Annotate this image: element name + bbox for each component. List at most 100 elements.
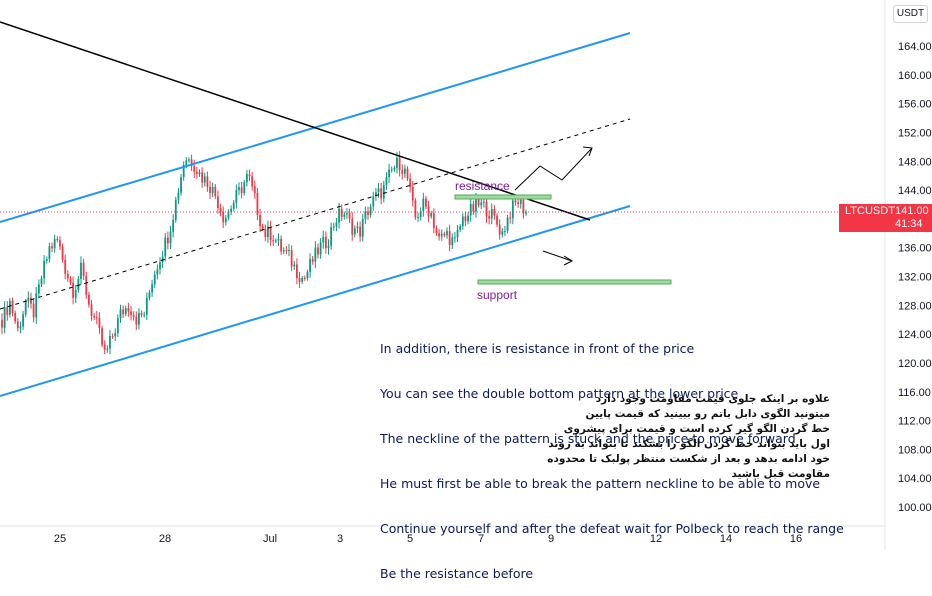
- last-price-value: 141.00: [895, 205, 929, 217]
- candle-body: [353, 228, 356, 235]
- candle-body: [101, 328, 103, 345]
- candle-body: [480, 202, 483, 206]
- candle-body: [319, 242, 322, 255]
- candle-body: [335, 222, 338, 227]
- candle-body: [138, 313, 140, 325]
- descending-trendline[interactable]: [0, 21, 591, 221]
- candle-body: [51, 246, 53, 249]
- price-tick-label: 120.00: [898, 358, 932, 370]
- candle-body: [482, 201, 485, 203]
- resistance-label: resistance: [455, 179, 510, 193]
- candle-body: [459, 226, 462, 230]
- price-tick-label: 108.00: [898, 444, 932, 456]
- candle-body: [475, 199, 477, 212]
- candle-body: [261, 225, 264, 229]
- channel-mid-line[interactable]: [0, 118, 631, 310]
- candle-body: [488, 216, 491, 219]
- candle-body: [409, 178, 412, 188]
- candle-body: [274, 240, 277, 242]
- candle-body: [496, 215, 498, 225]
- candle-body: [324, 236, 327, 249]
- candle-countdown: 41:34: [895, 218, 923, 230]
- candle-body: [203, 176, 206, 183]
- candle-body: [90, 304, 93, 317]
- candle-body: [251, 176, 254, 187]
- candle-body: [16, 321, 19, 329]
- candle-body: [185, 160, 188, 165]
- price-tick-label: 156.00: [898, 99, 932, 111]
- candle-body: [217, 196, 219, 209]
- candle-body: [464, 216, 467, 222]
- candle-body: [156, 269, 159, 275]
- candle-body: [222, 212, 225, 223]
- candle-body: [296, 264, 298, 279]
- candle-body: [467, 215, 469, 222]
- candle-body: [119, 309, 122, 319]
- candle-body: [106, 348, 109, 350]
- candle-body: [198, 172, 201, 174]
- candle-body: [311, 259, 314, 262]
- candle-body: [385, 177, 388, 185]
- candle-body: [338, 208, 340, 223]
- resistance-zone[interactable]: [454, 194, 552, 200]
- candle-body: [438, 233, 441, 237]
- candle-body: [164, 237, 167, 257]
- bearish-projection-arrow[interactable]: [542, 250, 573, 262]
- candle-body: [348, 213, 351, 219]
- note-en-line: Be the resistance before: [380, 566, 534, 581]
- candle-body: [201, 172, 204, 183]
- candle-body: [277, 238, 280, 241]
- candle-body: [1, 319, 3, 328]
- time-tick-label: 16: [790, 533, 802, 545]
- candle-body: [330, 226, 333, 246]
- candle-body: [206, 176, 209, 187]
- candle-body: [169, 231, 172, 244]
- candle-body: [59, 239, 61, 247]
- candle-body: [456, 229, 459, 238]
- time-tick-label: 7: [478, 533, 484, 545]
- candle-body: [211, 186, 214, 193]
- candle-body: [327, 245, 330, 249]
- time-tick-label: 14: [720, 533, 732, 545]
- candle-body: [259, 214, 261, 226]
- price-chart[interactable]: 164.00160.00156.00152.00148.00144.00140.…: [0, 0, 932, 550]
- candle-body: [414, 200, 417, 218]
- candle-body: [372, 196, 375, 207]
- support-zone[interactable]: [477, 279, 672, 285]
- candle-body: [66, 273, 69, 279]
- candle-body: [238, 187, 240, 191]
- candle-body: [309, 259, 311, 273]
- candle-body: [56, 239, 59, 241]
- time-tick-label: 25: [54, 533, 66, 545]
- candle-body: [40, 278, 43, 285]
- candle-body: [111, 335, 114, 337]
- bullish-projection-arrow[interactable]: [514, 147, 593, 191]
- candle-body: [340, 208, 343, 217]
- candle-body: [367, 211, 369, 216]
- candle-body: [19, 326, 22, 329]
- candle-body: [280, 238, 283, 252]
- note-fa-line: مقاومت قبل باشید: [731, 468, 830, 480]
- candle-body: [498, 224, 501, 235]
- note-en-line: Continue yourself and after the defeat w…: [380, 521, 844, 536]
- candle-body: [61, 246, 64, 260]
- channel-lower-line[interactable]: [0, 205, 631, 397]
- candle-body: [35, 293, 38, 318]
- candle-body: [48, 246, 51, 260]
- candle-body: [440, 233, 443, 237]
- candle-body: [388, 169, 390, 178]
- candle-body: [293, 264, 296, 267]
- symbol-label: LTCUSDT: [845, 205, 895, 217]
- candle-body: [130, 311, 132, 316]
- candle-body: [290, 250, 293, 267]
- price-tick-label: 164.00: [898, 41, 932, 53]
- candle-body: [301, 278, 304, 282]
- time-tick-label: Jul: [263, 533, 277, 545]
- candle-body: [109, 335, 111, 349]
- candle-body: [45, 259, 48, 261]
- candle-body: [269, 226, 272, 240]
- candle-body: [69, 278, 72, 283]
- candle-body: [64, 259, 67, 274]
- currency-unit-button[interactable]: USDT: [893, 5, 928, 23]
- candle-body: [145, 297, 148, 315]
